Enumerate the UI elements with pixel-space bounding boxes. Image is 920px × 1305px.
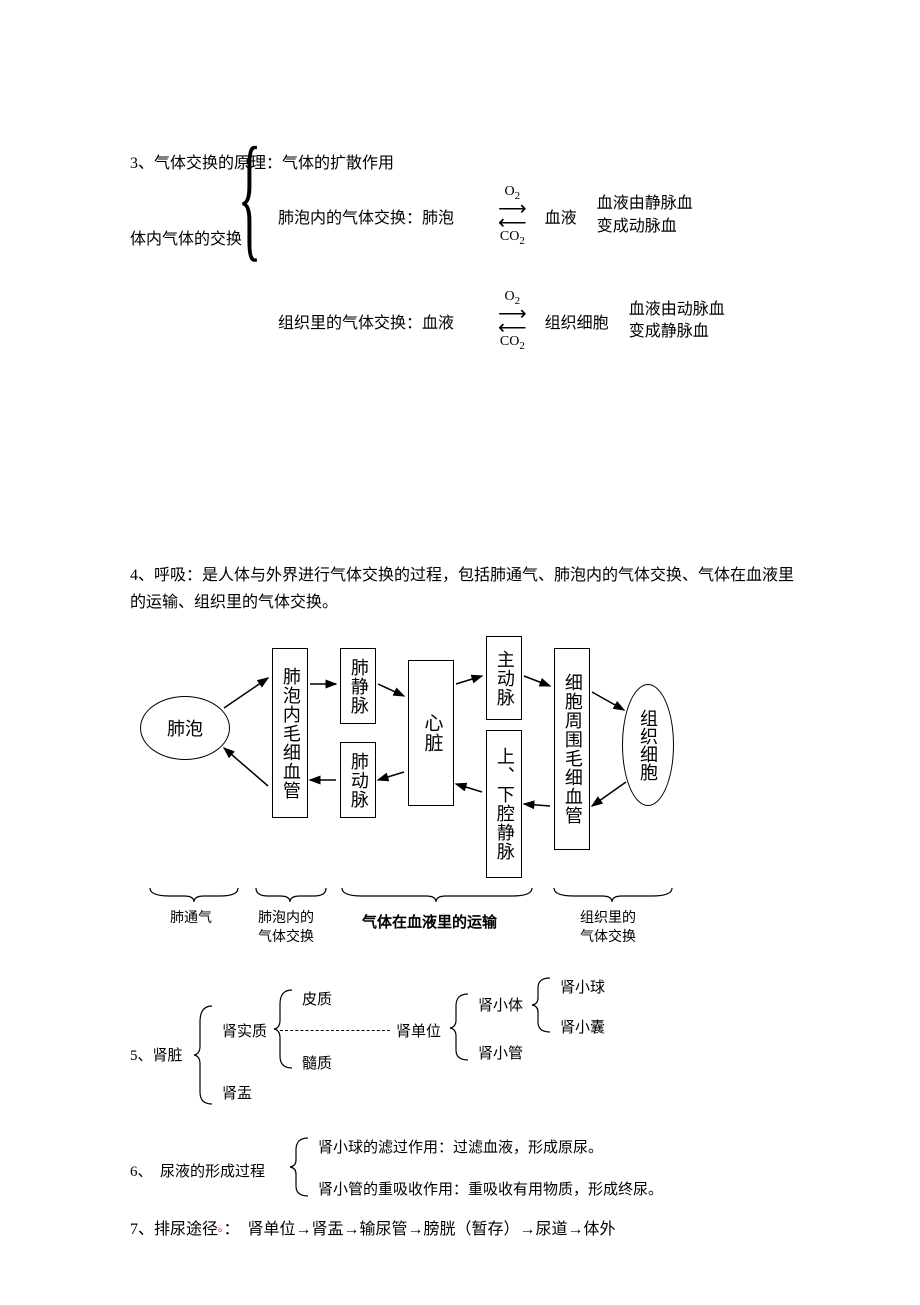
brace-icon (288, 1134, 314, 1200)
bidirectional-arrow: O2 ⟶ ⟵ CO2 (498, 185, 527, 247)
section-6: 6、 尿液的形成过程 肾小球的滤过作用：过滤血液，形成原尿。 肾小管的重吸收作用… (130, 1132, 800, 1212)
brace-row (140, 886, 700, 910)
section-4-text: 4、呼吸：是人体与外界进行气体交换的过程，包括肺通气、肺泡内的气体交换、气体在血… (130, 562, 800, 616)
exchange-result: 血液由动脉血 变成静脉血 (629, 299, 725, 344)
exchange-item: 肺泡内的气体交换：肺泡 O2 ⟶ ⟵ CO2 血液 血液由静脉血 变成动脉血 (278, 185, 800, 247)
txt-shenxiaoqiu: 肾小球 (560, 976, 605, 997)
brace-label-4: 组织里的 气体交换 (580, 910, 636, 946)
section-3: 3、气体交换的原理：气体的扩散作用 体内气体的交换 { 肺泡内的气体交换：肺泡 … (130, 150, 800, 502)
exchange-label: 组织里的气体交换：血液 (278, 309, 488, 333)
brace-icon (272, 986, 298, 1072)
exchange-target: 组织细胞 (545, 309, 609, 333)
exchange-result: 血液由静脉血 变成动脉血 (597, 193, 693, 238)
section-3-title: 3、气体交换的原理：气体的扩散作用 (130, 150, 800, 179)
exchange-item: 组织里的气体交换：血液 O2 ⟶ ⟵ CO2 组织细胞 血液由动脉血 变成静脉血 (278, 290, 800, 352)
section-5: 5、肾脏 肾实质 肾盂 皮质 髓质 肾单位 肾小体 肾小管 肾小球 肾小囊 (130, 986, 800, 1126)
section-7-prefix: 7、排尿途径 (130, 1221, 218, 1238)
circulation-diagram: 肺泡 肺泡内毛细血管 肺静脉 肺动脉 心脏 主动脉 上、下腔静脉 细胞周围毛细血… (140, 636, 800, 956)
txt-shishizhi: 肾实质 (222, 1020, 267, 1041)
txt-shenxiaoti: 肾小体 (478, 994, 523, 1015)
brace-icon: { (238, 169, 262, 225)
section-5-prefix: 5、肾脏 (130, 1044, 183, 1065)
footnote-marker: 。 (218, 1222, 224, 1234)
txt-s6-line1: 肾小球的滤过作用：过滤血液，形成原尿。 (318, 1136, 603, 1157)
brace-label-1: 肺通气 (170, 910, 212, 928)
exchange-group-label: 体内气体的交换 (130, 225, 242, 249)
txt-pizhi: 皮质 (302, 988, 332, 1009)
section-7: 7、排尿途径。： 肾单位→肾盂→输尿管→膀胱（暂存）→尿道→体外 (130, 1216, 800, 1245)
brace-icon (448, 990, 474, 1064)
txt-shenyu: 肾盂 (222, 1082, 252, 1103)
txt-s6-line2: 肾小管的重吸收作用：重吸收有用物质，形成终尿。 (318, 1178, 663, 1199)
txt-shendanwei: 肾单位 (396, 1020, 441, 1041)
section-6-label: 6、 尿液的形成过程 (130, 1160, 265, 1181)
brace-label-2: 肺泡内的 气体交换 (258, 910, 314, 946)
txt-shenxiaoguan: 肾小管 (478, 1042, 523, 1063)
exchange-target: 血液 (545, 204, 577, 228)
brace-label-3: 气体在血液里的运输 (362, 914, 497, 934)
txt-shenxiaonang: 肾小囊 (560, 1016, 605, 1037)
bidirectional-arrow: O2 ⟶ ⟵ CO2 (498, 290, 527, 352)
txt-suizhi: 髓质 (302, 1052, 332, 1073)
diagram-arrows (140, 636, 700, 896)
brace-icon (192, 1002, 218, 1108)
section-7-path: ： 肾单位→肾盂→输尿管→膀胱（暂存）→尿道→体外 (224, 1221, 616, 1238)
brace-icon (530, 974, 556, 1036)
exchange-label: 肺泡内的气体交换：肺泡 (278, 204, 488, 228)
dotted-line (280, 1030, 390, 1031)
section-4: 4、呼吸：是人体与外界进行气体交换的过程，包括肺通气、肺泡内的气体交换、气体在血… (130, 562, 800, 956)
